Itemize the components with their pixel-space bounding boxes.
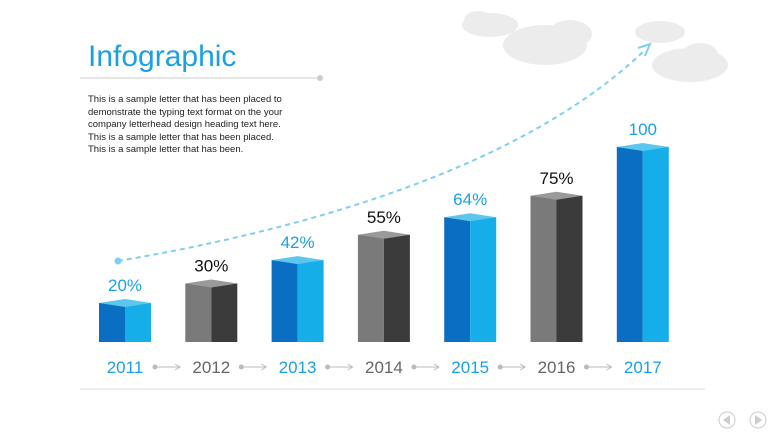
bar-top — [530, 191, 583, 200]
prev-button[interactable] — [718, 411, 736, 429]
value-label: 75% — [539, 169, 573, 188]
category-label: 2013 — [279, 358, 317, 377]
bar-right — [297, 260, 324, 342]
bar-left — [616, 147, 643, 342]
bar-top — [99, 299, 151, 307]
trend-start — [114, 257, 122, 265]
bar-right — [383, 234, 410, 342]
next-icon — [755, 415, 762, 425]
bar-left — [185, 283, 212, 342]
connector-head — [519, 363, 527, 371]
value-label: 42% — [281, 233, 315, 252]
bar-top — [616, 143, 669, 151]
connector-head — [347, 363, 354, 371]
bar-left — [271, 260, 298, 342]
bar-top — [444, 213, 497, 222]
bar-left — [444, 217, 471, 342]
bar-right — [211, 283, 238, 342]
value-label: 55% — [367, 208, 401, 227]
clouds — [462, 11, 728, 82]
category-label: 2017 — [624, 358, 662, 377]
bar-right — [642, 147, 669, 342]
value-label: 100 — [629, 120, 657, 139]
connector-head — [433, 363, 440, 371]
bar-right — [470, 217, 497, 342]
connector-head — [174, 363, 181, 371]
bar-left — [530, 195, 557, 342]
bar-top — [271, 256, 324, 265]
category-label: 2015 — [451, 358, 489, 377]
category-label: 2011 — [107, 358, 144, 377]
value-label: 64% — [453, 190, 487, 209]
nav — [718, 411, 767, 429]
connector-head — [261, 363, 268, 371]
bar-right — [556, 195, 583, 342]
connector-head — [606, 363, 613, 371]
bar-right — [125, 303, 151, 342]
prev-icon — [723, 415, 730, 425]
bar-top — [185, 279, 238, 288]
value-label: 30% — [194, 257, 228, 276]
category-label: 2014 — [365, 358, 403, 377]
title-rule-dot — [317, 75, 323, 81]
bar-top — [357, 230, 410, 239]
category-label: 2016 — [538, 358, 576, 377]
chart-title: Infographic — [88, 40, 236, 73]
body-text: This is a sample letter that has been pl… — [88, 94, 283, 155]
next-button[interactable] — [749, 411, 767, 429]
value-label: 20% — [108, 276, 142, 295]
bar-left — [357, 234, 384, 342]
trend-arrow — [637, 42, 652, 57]
bar-left — [99, 303, 125, 342]
category-label: 2012 — [192, 358, 230, 377]
